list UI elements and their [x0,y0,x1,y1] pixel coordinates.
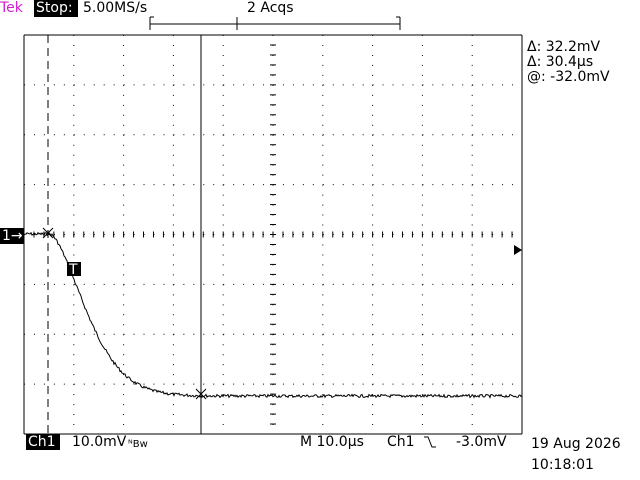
time-div: M 10.0µs [300,434,364,450]
trig-marker-bg [67,262,81,276]
graticule [23,34,523,435]
channel: Ch1 [28,434,56,450]
bw: ᴺBw [128,439,148,450]
trig-slope [424,436,436,448]
ch-marker: 1→ [2,228,23,244]
date: 19 Aug 2026 [531,436,621,452]
record-bar [149,16,401,30]
ch-marker-bg [0,228,24,244]
delta-v: Δ: 32.2mV [527,39,601,55]
cursor-at: @: -32.0mV [527,69,610,85]
cursor-crosses [42,227,207,400]
waveform [24,231,523,399]
brand: Tek [0,0,24,16]
sample-rate: 5.00MS/s [83,0,147,16]
trig-marker: T [68,262,78,278]
trig-level-marker [514,245,522,255]
ch-bg [26,434,60,450]
time: 10:18:01 [531,457,594,473]
volts-div: 10.0mV [72,434,127,450]
state-bg [34,0,78,17]
trig-channel: Ch1 [387,434,415,450]
state: Stop: [36,0,73,16]
delta-t: Δ: 30.4µs [527,54,593,70]
acquisitions: 2 Acqs [247,0,294,16]
trig-level: -3.0mV [456,434,507,450]
